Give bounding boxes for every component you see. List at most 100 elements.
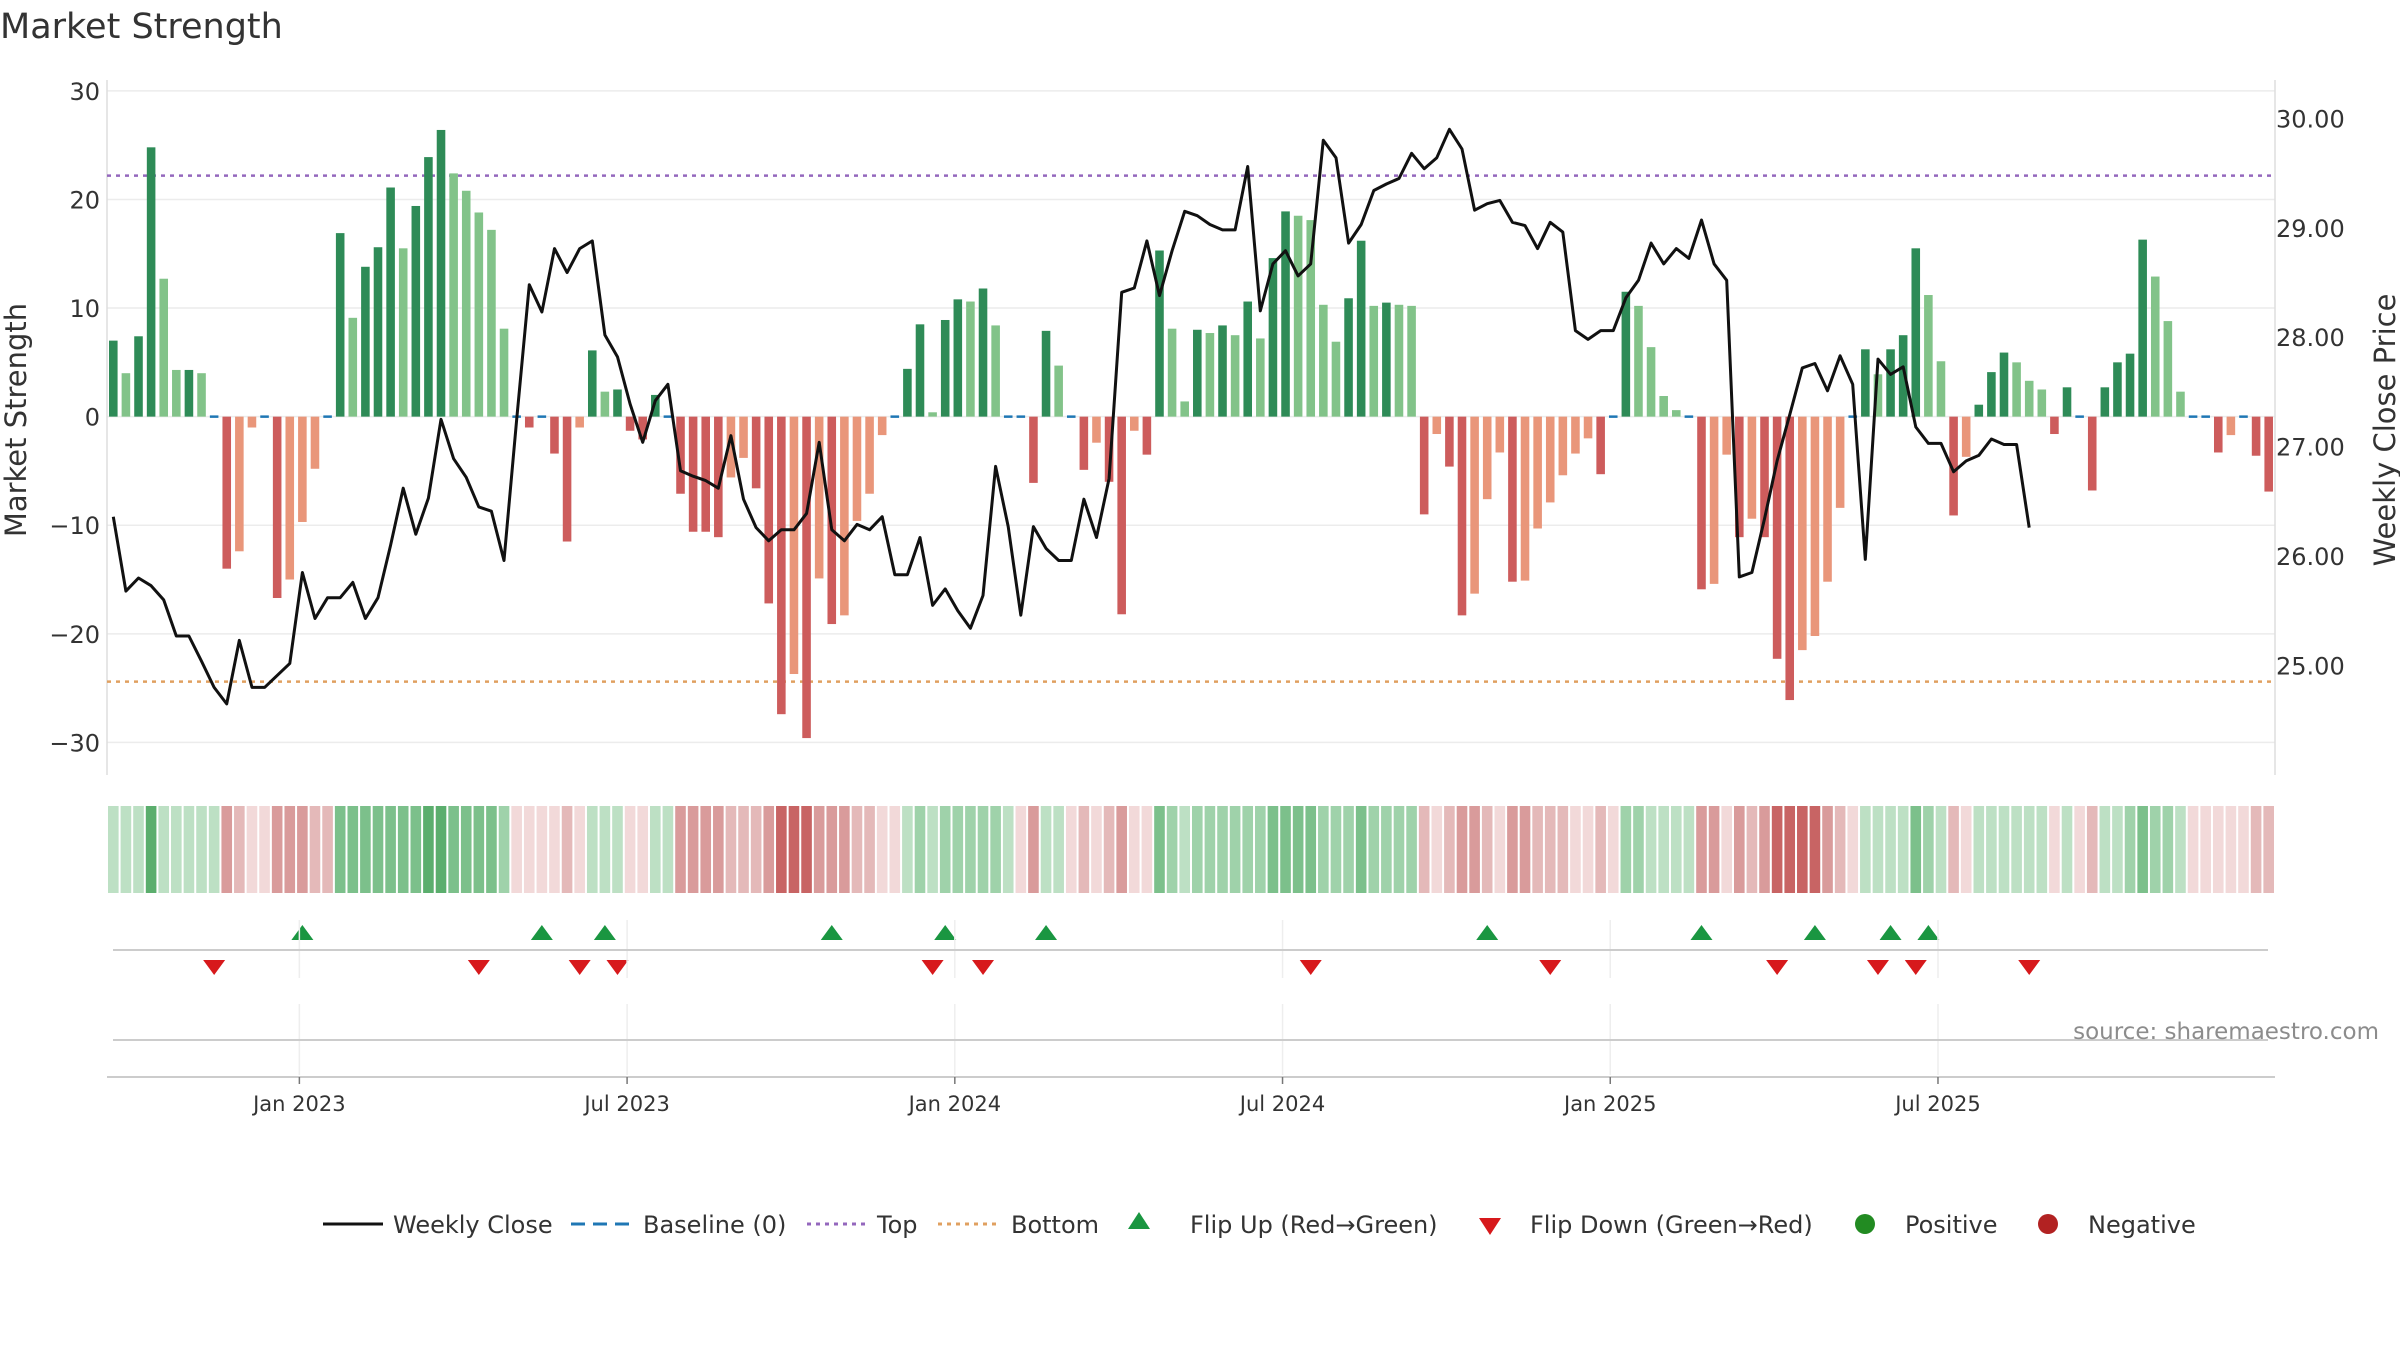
regime-cell xyxy=(1418,806,1430,893)
regime-cell xyxy=(1192,806,1203,893)
strength-bar xyxy=(386,187,395,417)
strength-bar xyxy=(1949,416,1958,516)
regime-cell xyxy=(1078,806,1090,893)
regime-cell xyxy=(1154,806,1165,893)
strength-bar xyxy=(1268,258,1278,417)
strength-bar xyxy=(1571,416,1580,454)
strength-bar xyxy=(2138,239,2147,417)
strength-bar xyxy=(524,416,534,428)
strength-bar xyxy=(777,416,786,715)
regime-cell xyxy=(864,806,875,893)
y-left-tick-label: 20 xyxy=(69,186,100,214)
strength-bar xyxy=(2037,389,2047,417)
regime-cell xyxy=(1355,806,1367,893)
regime-cell xyxy=(612,806,623,893)
strength-bar xyxy=(134,336,143,417)
strength-bar xyxy=(802,416,811,739)
regime-cell xyxy=(1305,806,1317,893)
legend-flip-down-icon xyxy=(1479,1218,1501,1235)
regime-cell xyxy=(927,806,938,893)
legend-top: Top xyxy=(876,1211,918,1239)
weekly-close-polyline xyxy=(111,127,2031,706)
regime-cell xyxy=(813,806,825,893)
strength-bar xyxy=(1835,416,1845,508)
date-tick-label: Jul 2023 xyxy=(582,1092,669,1116)
regime-cell xyxy=(1393,806,1405,893)
regime-cell xyxy=(460,806,472,893)
flip-up-icon xyxy=(530,925,553,940)
regime-cell xyxy=(574,806,585,893)
regime-cell xyxy=(1948,806,1959,893)
strength-bar xyxy=(2213,416,2223,453)
y-left-tick-label: −30 xyxy=(49,729,100,757)
y-right-tick-label: 27.00 xyxy=(2276,434,2345,462)
strength-bar xyxy=(184,369,194,417)
regime-cell xyxy=(297,806,308,893)
strength-bar xyxy=(688,416,698,532)
strength-bar xyxy=(928,412,937,417)
regime-cell xyxy=(1645,806,1657,893)
strength-bar xyxy=(789,416,799,675)
strength-bar xyxy=(285,416,295,580)
regime-cell xyxy=(1091,806,1102,893)
strength-bar xyxy=(587,350,597,417)
regime-cell xyxy=(334,806,346,893)
regime-cell xyxy=(2238,806,2249,893)
legend-flip-down: Flip Down (Green→Red) xyxy=(1530,1211,1813,1239)
strength-bar xyxy=(2024,380,2034,417)
regime-cell xyxy=(1734,806,1745,893)
legend-negative: Negative xyxy=(2088,1211,2196,1239)
legend-weekly-close: Weekly Close xyxy=(393,1211,553,1239)
strength-bar xyxy=(1545,416,1555,503)
regime-cell xyxy=(801,806,812,893)
regime-cell xyxy=(1872,806,1884,893)
strength-bar xyxy=(1344,298,1353,417)
regime-cell xyxy=(385,806,396,893)
strength-bar xyxy=(1634,305,1643,417)
strength-bar xyxy=(1054,365,1063,417)
strength-bar xyxy=(411,205,421,417)
strength-bar xyxy=(1520,416,1530,581)
regime-cell xyxy=(1242,806,1254,893)
strength-bar xyxy=(373,247,383,417)
regime-cell xyxy=(1456,806,1468,893)
strength-bar xyxy=(739,416,748,458)
regime-cell xyxy=(309,806,321,893)
strength-bar xyxy=(1961,416,1971,457)
regime-cell xyxy=(435,806,447,893)
regime-cell xyxy=(397,806,409,893)
strength-bar xyxy=(335,233,345,417)
strength-bar xyxy=(1205,333,1215,417)
regime-cell xyxy=(473,806,485,893)
strength-bar xyxy=(1823,416,1832,582)
strength-bar xyxy=(1129,416,1139,431)
strength-bar xyxy=(2226,416,2236,436)
strength-bar xyxy=(1382,302,1391,417)
flip-down-icon xyxy=(2018,960,2041,975)
strength-bar xyxy=(1785,416,1795,701)
strength-bar xyxy=(1142,416,1152,455)
date-axis: Jan 2023 Jul 2023 Jan 2024 Jul 2024 Jan 2025… xyxy=(107,920,2275,1116)
regime-cell xyxy=(2061,806,2073,893)
regime-cell xyxy=(1683,806,1695,893)
strength-bar xyxy=(1924,295,1933,417)
regime-cell xyxy=(1204,806,1216,893)
strength-bar xyxy=(121,373,131,417)
strength-bar xyxy=(2163,321,2173,417)
legend-baseline: Baseline (0) xyxy=(643,1211,786,1239)
strength-bar xyxy=(726,416,736,478)
flip-down-icon xyxy=(921,960,944,975)
strength-bar xyxy=(1533,416,1542,529)
regime-cell xyxy=(158,806,170,893)
regime-cell xyxy=(322,806,333,893)
regime-cell xyxy=(1103,806,1115,893)
flip-up-icon xyxy=(1476,925,1499,940)
regime-cell xyxy=(1015,806,1027,893)
regime-cell xyxy=(586,806,598,893)
legend-flip-up-icon xyxy=(1128,1212,1150,1229)
regime-cell xyxy=(2200,806,2211,893)
regime-cell xyxy=(1607,806,1619,893)
strength-bar xyxy=(1041,330,1051,417)
strength-bar xyxy=(1293,215,1303,417)
